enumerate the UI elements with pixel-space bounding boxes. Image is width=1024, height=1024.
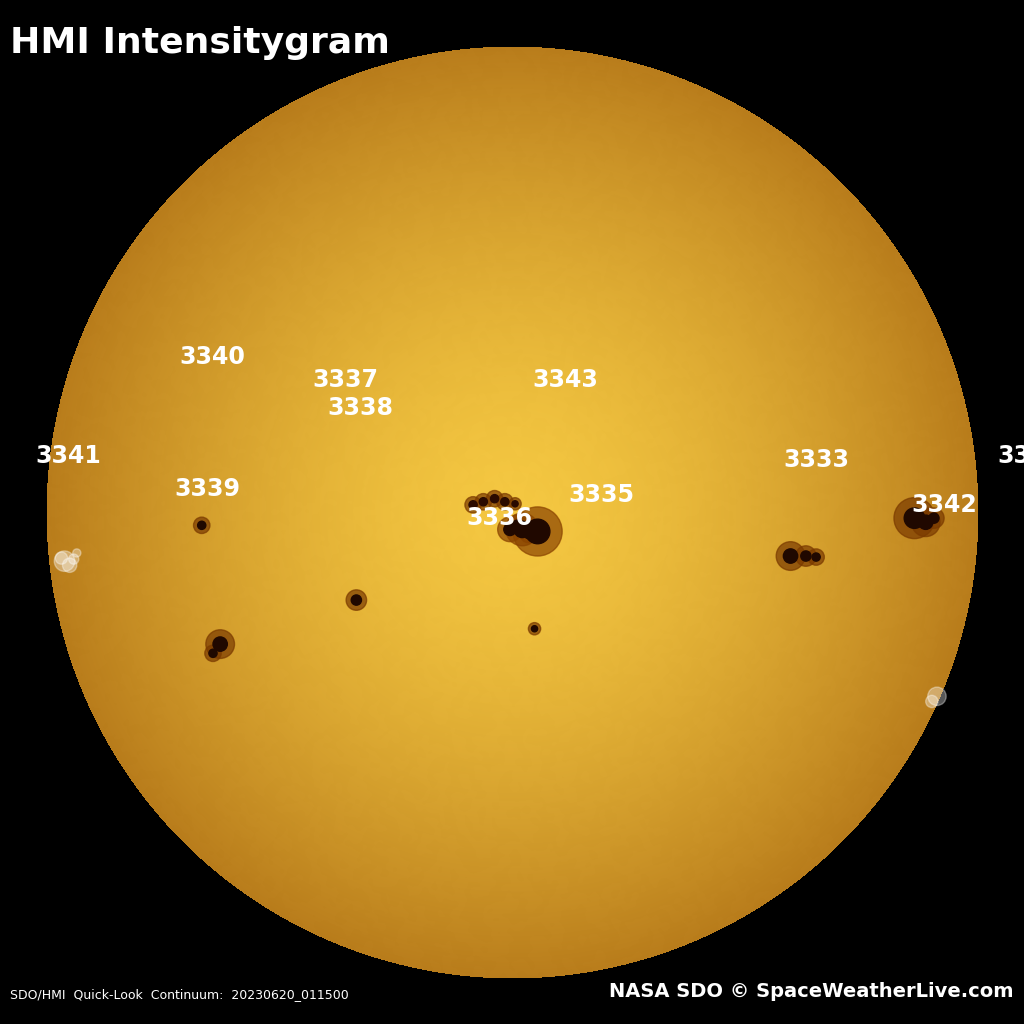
- Circle shape: [512, 520, 522, 530]
- Circle shape: [926, 695, 938, 708]
- Text: 3336: 3336: [466, 506, 531, 530]
- Circle shape: [194, 517, 210, 534]
- Circle shape: [783, 549, 798, 563]
- Circle shape: [62, 558, 77, 572]
- Circle shape: [924, 508, 944, 528]
- Circle shape: [928, 687, 946, 706]
- Circle shape: [498, 517, 522, 542]
- Text: 3337: 3337: [312, 368, 378, 392]
- Circle shape: [524, 530, 532, 539]
- Circle shape: [506, 513, 539, 546]
- Circle shape: [520, 526, 537, 543]
- Circle shape: [469, 501, 477, 509]
- Circle shape: [911, 508, 940, 537]
- Text: NASA SDO © SpaceWeatherLive.com: NASA SDO © SpaceWeatherLive.com: [609, 982, 1014, 1001]
- Circle shape: [929, 513, 939, 523]
- Circle shape: [54, 551, 75, 571]
- Circle shape: [894, 498, 935, 539]
- Circle shape: [465, 497, 481, 513]
- Circle shape: [346, 590, 367, 610]
- Text: 3339: 3339: [174, 476, 240, 501]
- Circle shape: [73, 549, 81, 557]
- Circle shape: [55, 552, 68, 564]
- Circle shape: [919, 515, 933, 529]
- Text: 3333: 3333: [783, 447, 849, 472]
- Circle shape: [213, 637, 227, 651]
- Circle shape: [69, 554, 79, 564]
- Text: 3340: 3340: [179, 344, 245, 369]
- Circle shape: [198, 521, 206, 529]
- Text: 3341: 3341: [36, 443, 101, 468]
- Circle shape: [509, 498, 521, 510]
- Circle shape: [206, 630, 234, 658]
- Text: 3343: 3343: [532, 368, 598, 392]
- Circle shape: [812, 553, 820, 561]
- Text: 3338: 3338: [328, 395, 393, 420]
- Circle shape: [801, 551, 811, 561]
- Text: 3335: 3335: [568, 482, 634, 507]
- Circle shape: [486, 490, 503, 507]
- Circle shape: [796, 546, 816, 566]
- Text: 333: 333: [997, 443, 1024, 468]
- Text: SDO/HMI  Quick-Look  Continuum:  20230620_011500: SDO/HMI Quick-Look Continuum: 20230620_0…: [10, 988, 349, 1001]
- Circle shape: [479, 498, 487, 506]
- Circle shape: [513, 507, 562, 556]
- Circle shape: [351, 595, 361, 605]
- Circle shape: [490, 495, 499, 503]
- Circle shape: [504, 523, 516, 536]
- Text: HMI Intensitygram: HMI Intensitygram: [10, 26, 390, 59]
- Circle shape: [531, 626, 538, 632]
- Circle shape: [507, 515, 527, 536]
- Circle shape: [512, 501, 518, 507]
- Circle shape: [904, 508, 925, 528]
- Circle shape: [501, 498, 509, 506]
- Circle shape: [808, 549, 824, 565]
- Circle shape: [514, 521, 530, 538]
- Circle shape: [525, 519, 550, 544]
- Circle shape: [475, 494, 492, 510]
- Text: 3342: 3342: [911, 493, 977, 517]
- Circle shape: [528, 623, 541, 635]
- Circle shape: [497, 494, 513, 510]
- Circle shape: [205, 645, 221, 662]
- Circle shape: [776, 542, 805, 570]
- Circle shape: [209, 649, 217, 657]
